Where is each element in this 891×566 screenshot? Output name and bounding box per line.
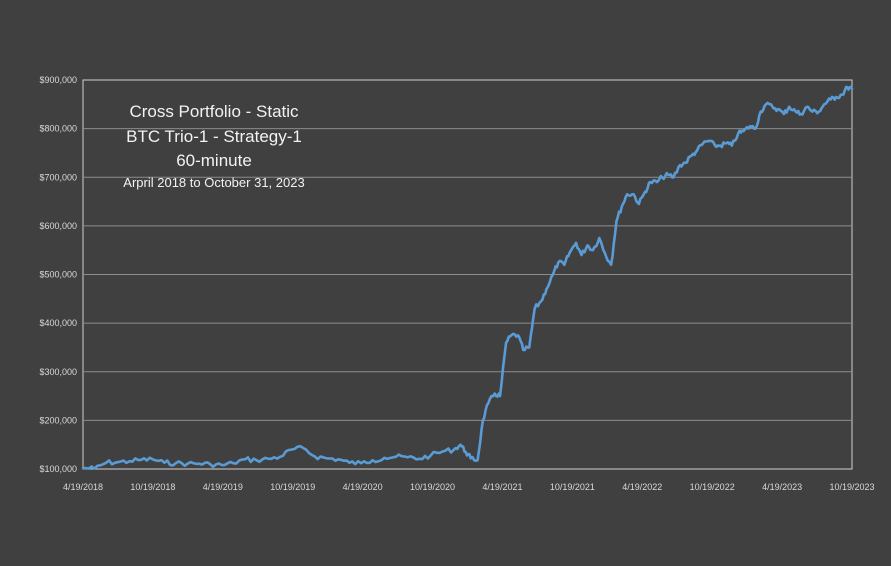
x-tick-label: 4/19/2022: [622, 482, 662, 492]
x-tick-label: 10/19/2018: [130, 482, 175, 492]
y-tick-label: $800,000: [39, 124, 77, 134]
x-tick-label: 4/19/2020: [343, 482, 383, 492]
y-tick-label: $100,000: [39, 464, 77, 474]
chart-title: Cross Portfolio - Static BTC Trio-1 - St…: [123, 102, 304, 190]
title-line-2: BTC Trio-1 - Strategy-1: [126, 127, 302, 146]
title-line-4: Arpril 2018 to October 31, 2023: [123, 175, 304, 190]
x-tick-label: 10/19/2022: [690, 482, 735, 492]
y-tick-label: $200,000: [39, 415, 77, 425]
x-tick-label: 10/19/2020: [410, 482, 455, 492]
title-line-1: Cross Portfolio - Static: [129, 102, 299, 121]
y-tick-label: $500,000: [39, 270, 77, 280]
x-tick-label: 4/19/2021: [482, 482, 522, 492]
x-tick-label: 4/19/2019: [203, 482, 243, 492]
x-tick-label: 10/19/2019: [270, 482, 315, 492]
x-tick-label: 10/19/2023: [829, 482, 874, 492]
title-line-3: 60-minute: [176, 151, 252, 170]
gridlines: [83, 128, 852, 421]
y-axis-ticks: $100,000 $200,000 $300,000 $400,000 $500,000…: [39, 75, 77, 474]
y-tick-label: $600,000: [39, 221, 77, 231]
y-tick-label: $900,000: [39, 75, 77, 85]
x-tick-label: 4/19/2018: [63, 482, 103, 492]
y-tick-label: $400,000: [39, 318, 77, 328]
x-axis-ticks: 4/19/2018 10/19/2018 4/19/2019 10/19/2019 4/…: [63, 482, 875, 492]
x-tick-label: 10/19/2021: [550, 482, 595, 492]
y-tick-label: $700,000: [39, 172, 77, 182]
y-tick-label: $300,000: [39, 367, 77, 377]
series-line-equity: [81, 85, 854, 470]
x-tick-label: 4/19/2023: [762, 482, 802, 492]
